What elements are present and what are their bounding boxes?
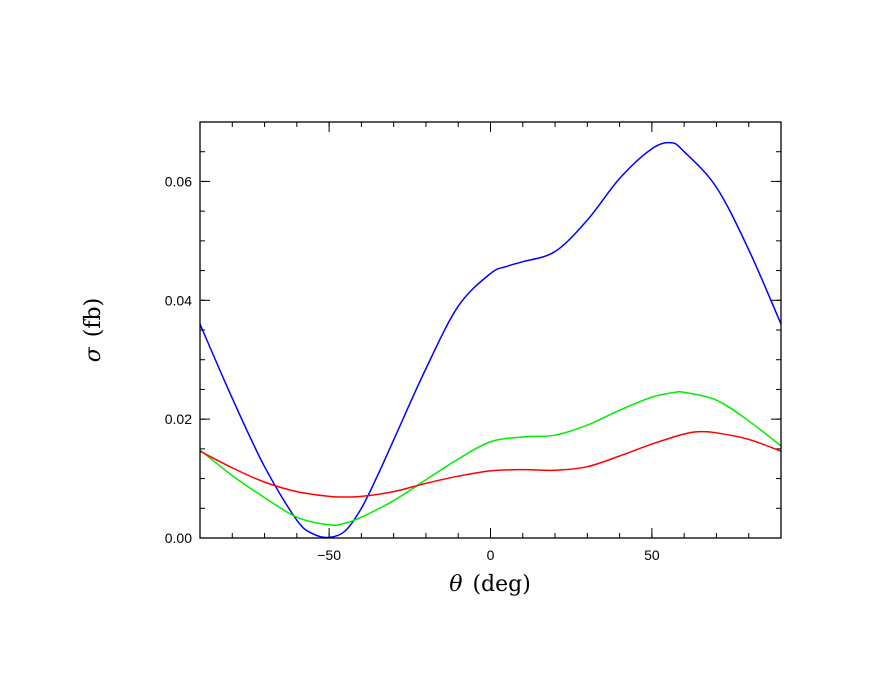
series-line-red	[199, 430, 782, 498]
tick-labels: −50 0 50 0.00 0.02 0.04 0.06	[165, 173, 660, 563]
x-tick-label: −50	[317, 547, 341, 563]
y-tick-label: 0.02	[165, 411, 192, 427]
x-axis-symbol: θ	[449, 572, 462, 597]
y-tick-label: 0.06	[165, 173, 192, 189]
y-axis-unit: (fb)	[81, 298, 106, 337]
y-tick-label: 0.00	[165, 530, 192, 546]
x-axis-label: θ (deg)	[449, 572, 531, 597]
axis-ticks	[199, 121, 782, 539]
x-tick-label: 50	[644, 547, 660, 563]
x-tick-label: 0	[487, 547, 495, 563]
plot-frame	[199, 121, 782, 539]
series-layer	[199, 141, 782, 539]
series-line-green	[199, 390, 782, 526]
y-axis-label: σ (fb)	[81, 298, 106, 362]
y-axis-symbol: σ	[81, 346, 106, 362]
y-tick-label: 0.04	[165, 292, 192, 308]
series-line-blue	[199, 141, 782, 539]
x-axis-unit: (deg)	[472, 572, 530, 597]
